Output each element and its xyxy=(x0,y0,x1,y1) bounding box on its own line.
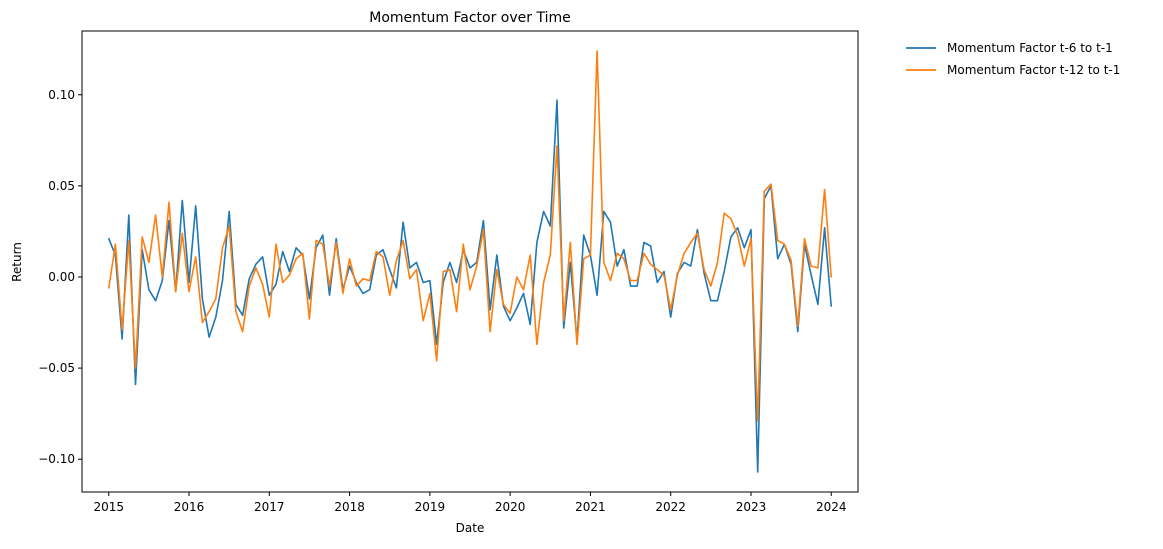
y-tick-label: −0.05 xyxy=(38,361,75,375)
y-tick-label: −0.10 xyxy=(38,452,75,466)
x-tick-label: 2023 xyxy=(736,500,767,514)
x-tick-label: 2021 xyxy=(575,500,606,514)
legend-label: Momentum Factor t-12 to t-1 xyxy=(947,63,1120,77)
x-axis: 2015 2016 2017 2018 2019 2020 2021 2022 2023 2024 xyxy=(93,492,847,514)
x-tick-label: 2019 xyxy=(415,500,446,514)
series-lines xyxy=(108,50,833,473)
x-tick-label: 2020 xyxy=(495,500,526,514)
legend: Momentum Factor t-6 to t-1 Momentum Facto… xyxy=(906,41,1120,77)
x-axis-label: Date xyxy=(456,521,485,535)
x-tick-label: 2018 xyxy=(334,500,365,514)
chart-title: Momentum Factor over Time xyxy=(369,10,570,26)
y-tick-label: 0.05 xyxy=(48,179,75,193)
y-tick-label: 0.10 xyxy=(48,88,75,102)
x-tick-label: 2015 xyxy=(93,500,124,514)
series-line-1 xyxy=(108,99,833,473)
x-tick-label: 2022 xyxy=(655,500,686,514)
x-tick-label: 2016 xyxy=(174,500,205,514)
plot-area-frame xyxy=(81,30,859,493)
y-axis: −0.10 −0.05 0.00 0.05 0.10 xyxy=(38,88,82,466)
x-tick-label: 2024 xyxy=(816,500,847,514)
x-tick-label: 2017 xyxy=(254,500,285,514)
y-axis-label: Return xyxy=(10,242,24,282)
series-line-2 xyxy=(108,50,833,422)
legend-label: Momentum Factor t-6 to t-1 xyxy=(947,41,1113,55)
y-tick-label: 0.00 xyxy=(48,270,75,284)
